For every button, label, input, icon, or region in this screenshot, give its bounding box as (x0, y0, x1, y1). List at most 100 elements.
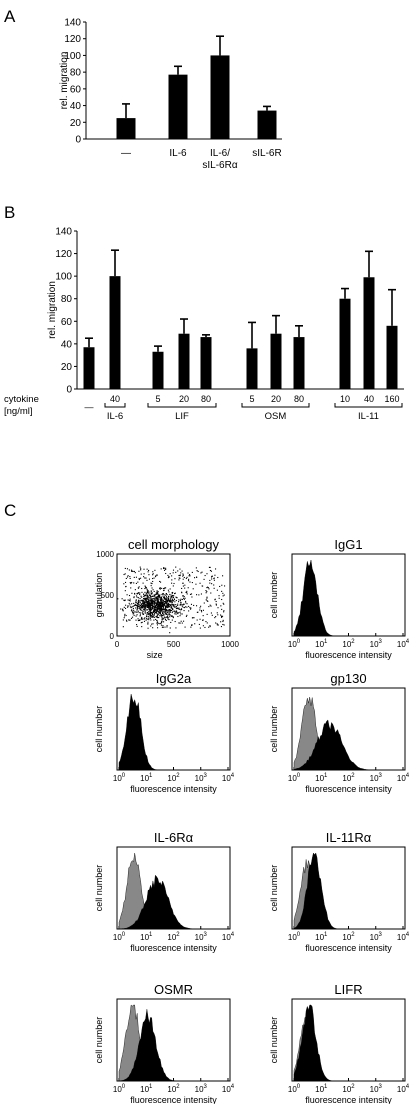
scatter-point (124, 613, 126, 615)
scatter-point (164, 613, 166, 615)
scatter-point (157, 596, 159, 598)
scatter-point (160, 622, 162, 625)
scatter-point (165, 602, 167, 604)
subpanel-title: cell morphology (128, 537, 220, 552)
scatter-point (145, 600, 148, 602)
scatter-point (175, 610, 178, 612)
scatter-point (142, 612, 144, 614)
scatter-point (165, 595, 167, 597)
scatter-point (156, 602, 159, 604)
scatter-point (165, 568, 167, 570)
scatter-point (150, 611, 152, 613)
scatter-point (123, 617, 125, 619)
scatter-point (152, 601, 154, 603)
scatter-point (214, 617, 216, 619)
scatter-point (150, 619, 152, 621)
scatter-point (131, 606, 133, 608)
y-axis-label: cell number (269, 706, 279, 753)
scatter-point (180, 601, 182, 603)
scatter-point (182, 597, 185, 599)
scatter-point (172, 608, 174, 610)
scatter-point (133, 570, 135, 573)
scatter-point (222, 592, 224, 594)
scatter-point (136, 625, 138, 627)
scatter-point (129, 582, 131, 584)
scatter-point (143, 601, 145, 603)
x-tick-label: 103 (195, 932, 208, 942)
scatter-point (173, 593, 176, 595)
scatter-point (137, 605, 139, 607)
scatter-point (166, 600, 168, 602)
scatter-point (175, 627, 177, 629)
scatter-point (182, 595, 184, 597)
scatter-point (141, 618, 143, 620)
scatter-point (158, 611, 160, 613)
scatter-point (137, 605, 139, 607)
scatter-point (151, 607, 153, 609)
scatter-point (174, 620, 176, 623)
scatter-point (180, 572, 182, 574)
scatter-point (206, 613, 208, 615)
scatter-point (165, 611, 167, 613)
scatter-point (146, 603, 148, 605)
scatter-point (166, 626, 168, 628)
scatter-point (213, 579, 215, 581)
scatter-point (156, 591, 158, 593)
scatter-point (181, 608, 183, 610)
scatter-point (172, 604, 174, 606)
scatter-point (171, 575, 173, 577)
scatter-point (152, 598, 154, 600)
scatter-point (157, 613, 159, 615)
scatter-point (150, 582, 152, 584)
scatter-point (148, 614, 150, 616)
scatter-point (147, 603, 149, 605)
scatter-point (162, 609, 164, 611)
scatter-point (172, 595, 174, 597)
scatter-point (156, 599, 158, 601)
scatter-point (145, 577, 147, 579)
x-axis-label-line2: [ng/ml] (4, 406, 33, 417)
scatter-point (158, 595, 160, 597)
scatter-point (171, 595, 173, 597)
scatter-point (211, 583, 213, 585)
scatter-point (192, 617, 194, 619)
scatter-point (139, 615, 141, 617)
scatter-point (151, 616, 153, 618)
scatter-point (162, 606, 165, 608)
scatter-point (165, 599, 167, 601)
scatter-point (147, 594, 149, 596)
scatter-point (161, 608, 163, 610)
scatter-point (180, 620, 182, 622)
scatter-point (156, 604, 158, 606)
scatter-point (206, 586, 209, 588)
scatter-point (147, 571, 149, 573)
scatter-point (142, 602, 144, 604)
scatter-point (125, 586, 127, 588)
scatter-point (127, 606, 129, 608)
scatter-point (168, 604, 170, 606)
scatter-point (168, 612, 170, 614)
scatter-point (147, 597, 149, 599)
scatter-point (220, 614, 222, 616)
scatter-point (161, 603, 163, 605)
scatter-point (137, 587, 140, 589)
scatter-point (161, 593, 164, 595)
scatter-point (187, 580, 190, 582)
scatter-point (154, 605, 156, 607)
scatter-point (196, 576, 198, 578)
scatter-point (157, 599, 159, 601)
scatter-point (132, 610, 134, 612)
scatter-point (166, 609, 168, 611)
scatter-point (138, 604, 140, 606)
scatter-point (150, 599, 152, 601)
plot-frame (116, 553, 231, 637)
scatter-point (143, 598, 145, 600)
scatter-point (123, 599, 125, 601)
scatter-point (155, 592, 157, 594)
subpanel-title: IL-11Rα (326, 830, 372, 845)
x-tick-label: IL-6 (169, 148, 187, 159)
scatter-point (168, 595, 170, 597)
scatter-point (186, 606, 188, 608)
scatter-point (150, 590, 152, 592)
x-tick-label: 20 (179, 394, 189, 404)
